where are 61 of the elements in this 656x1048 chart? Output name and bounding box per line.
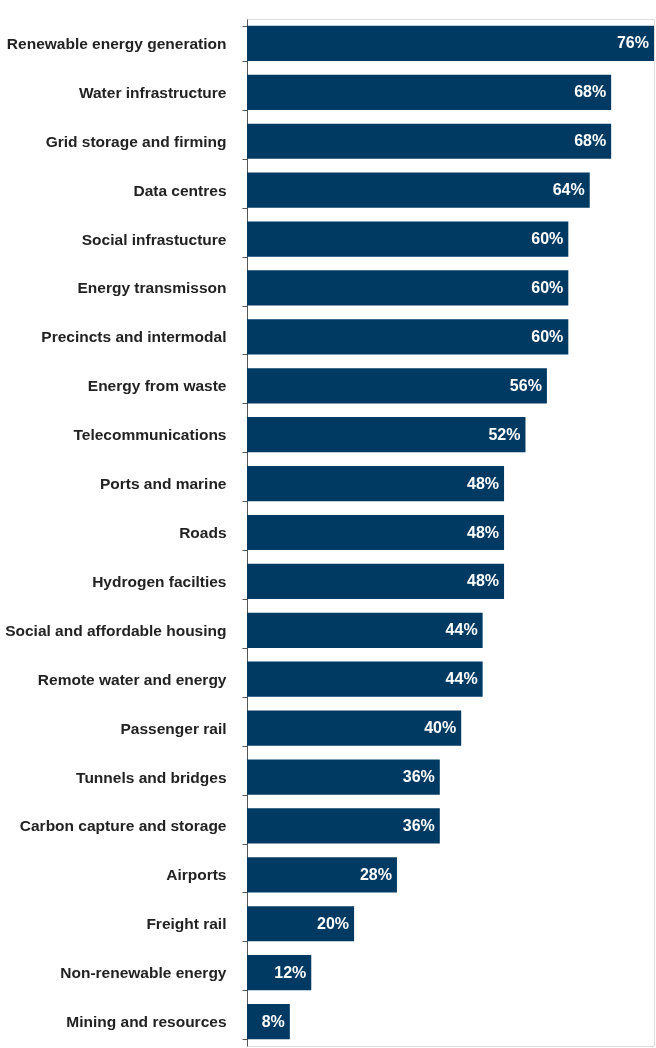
data-label: 36%	[402, 768, 435, 786]
data-label: 60%	[531, 327, 564, 345]
data-label: 48%	[467, 572, 500, 590]
bar	[247, 612, 483, 648]
bar	[247, 710, 462, 746]
y-tick-label: Energy from waste	[87, 377, 227, 395]
data-label: 64%	[552, 181, 585, 199]
bar	[247, 74, 612, 110]
data-label: 8%	[261, 1012, 285, 1030]
data-label: 52%	[488, 425, 521, 443]
y-tick-label: Tunnels and bridges	[76, 768, 227, 786]
y-tick-label: Renewable energy generation	[6, 34, 227, 52]
y-tick-label: Social and affordable housing	[5, 621, 227, 639]
y-tick-label: Social infrastucture	[81, 230, 227, 248]
bar	[247, 906, 355, 942]
bar	[247, 221, 569, 257]
data-label: 44%	[445, 621, 478, 639]
data-label: 56%	[509, 376, 542, 394]
bar	[247, 759, 440, 795]
y-tick-label: Non-renewable energy	[60, 964, 227, 982]
data-label: 76%	[616, 34, 649, 52]
bar	[247, 563, 505, 600]
bar	[247, 25, 654, 62]
data-label: 68%	[574, 132, 607, 150]
y-tick-label: Grid storage and firming	[45, 132, 227, 150]
y-tick-label: Roads	[179, 524, 227, 541]
y-tick-label: Data centres	[133, 181, 227, 199]
y-tick-label: Hydrogen facilties	[92, 572, 227, 590]
data-label: 48%	[467, 474, 500, 492]
bar	[247, 172, 590, 208]
y-tick-label: Mining and resources	[66, 1013, 227, 1031]
data-label: 36%	[402, 816, 435, 834]
y-tick-label: Remote water and energy	[37, 670, 227, 688]
bar	[247, 857, 397, 893]
bar	[247, 465, 505, 502]
y-tick-label: Precincts and intermodal	[41, 328, 227, 346]
y-tick-label: Energy transmisson	[77, 279, 227, 297]
data-label: 44%	[445, 670, 478, 688]
data-label: 12%	[274, 963, 307, 981]
data-label: 68%	[574, 83, 607, 101]
data-label: 28%	[359, 865, 392, 883]
data-label: 48%	[467, 523, 500, 541]
bar	[247, 808, 440, 844]
y-tick-label: Carbon capture and storage	[19, 817, 227, 835]
data-label: 60%	[531, 278, 564, 296]
bar	[247, 368, 547, 404]
bar	[247, 319, 569, 355]
y-tick-label: Passenger rail	[120, 719, 227, 737]
bar	[247, 123, 612, 159]
bar	[247, 417, 526, 453]
data-label: 40%	[424, 719, 457, 737]
bar	[247, 661, 483, 697]
y-tick-label: Ports and marine	[99, 475, 227, 493]
bar	[247, 514, 505, 551]
y-tick-label: Airports	[166, 866, 227, 884]
data-label: 60%	[531, 230, 564, 248]
y-tick-label: Telecommunications	[73, 426, 227, 444]
bar	[247, 270, 569, 306]
y-tick-label: Water infrastructure	[78, 83, 227, 101]
data-label: 20%	[317, 914, 350, 932]
y-tick-label: Freight rail	[146, 915, 227, 933]
